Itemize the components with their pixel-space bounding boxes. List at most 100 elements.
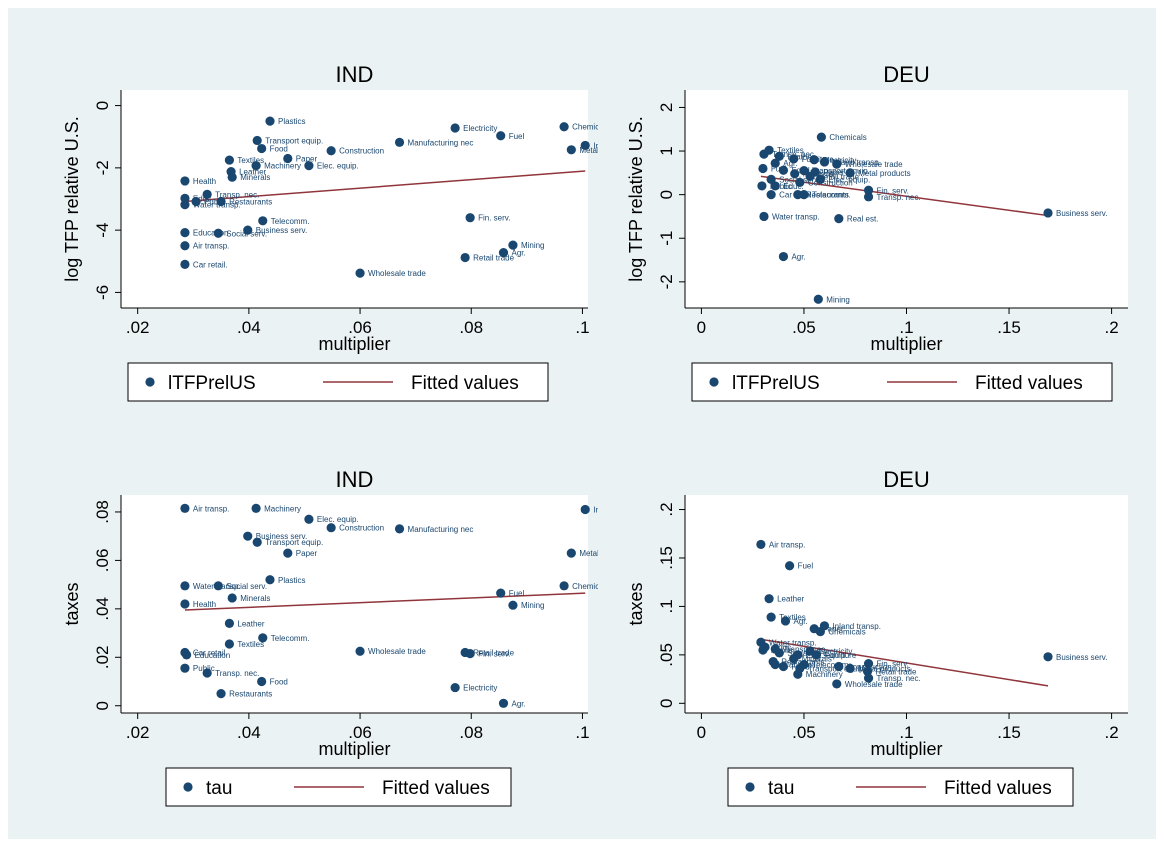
point-label: Restaurants xyxy=(229,197,272,206)
point-label: Textiles xyxy=(779,613,806,622)
point-label: Paper xyxy=(823,168,845,177)
data-point xyxy=(805,171,815,181)
point-label: Elec. equip. xyxy=(828,175,870,184)
legend-label-fit: Fitted values xyxy=(944,778,1052,799)
point-label: Fuel xyxy=(798,562,814,571)
point-label: Textiles xyxy=(777,146,804,155)
data-point xyxy=(863,658,874,669)
point-label: Restaurants xyxy=(229,690,272,699)
legend-marker-icon xyxy=(183,782,193,792)
point-label: Chemicals xyxy=(572,582,609,591)
legend: lTFPrelUS Fitted values xyxy=(691,362,1113,402)
x-tick-label: .04 xyxy=(237,318,261,337)
x-tick-label: 0 xyxy=(697,318,706,337)
x-tick-label: .02 xyxy=(126,318,150,337)
data-point xyxy=(778,251,789,262)
data-point xyxy=(265,575,275,585)
point-label: Fuel xyxy=(771,164,787,173)
data-point xyxy=(243,531,253,541)
data-point xyxy=(202,189,212,199)
point-label: Metal products xyxy=(858,664,910,673)
point-label: Leather xyxy=(787,152,814,161)
data-point xyxy=(460,252,470,263)
point-label: Wholesale trade xyxy=(368,647,426,656)
data-point xyxy=(845,168,855,178)
point-label: Elec. equip. xyxy=(317,162,359,171)
point-label: Restaurants xyxy=(806,191,849,200)
data-point xyxy=(465,649,475,659)
x-tick-label: .06 xyxy=(348,723,372,742)
data-point xyxy=(182,650,192,660)
data-point xyxy=(834,661,844,672)
point-label: Inland transp. xyxy=(832,622,880,631)
data-point xyxy=(251,503,261,513)
y-axis-label: log TFP relative U.S. xyxy=(626,116,646,281)
y-tick-label: -6 xyxy=(93,285,112,300)
point-label: Car retail. xyxy=(193,260,228,269)
data-point xyxy=(394,137,405,147)
data-point xyxy=(355,646,365,656)
data-point xyxy=(799,166,809,176)
chart-panel-2: DEU 0 .05 .1 .15 .2 multiplier -2 -1 0 1 2 log TFP r… xyxy=(626,62,1128,402)
data-point xyxy=(813,294,823,304)
point-label: Air transp. xyxy=(769,540,805,549)
point-label: Education xyxy=(195,651,231,660)
plot-area xyxy=(685,90,1128,308)
data-point xyxy=(251,161,261,171)
data-point xyxy=(180,503,190,513)
point-label: Plastics xyxy=(278,117,306,126)
data-point xyxy=(815,627,825,637)
point-label: Electricity xyxy=(463,684,497,693)
legend-label-series: lTFPrelUS xyxy=(168,373,256,394)
x-tick-label: .1 xyxy=(899,318,913,337)
data-point xyxy=(180,581,190,591)
data-point xyxy=(1043,208,1053,218)
point-label: Furniture xyxy=(824,651,857,660)
data-point xyxy=(450,123,460,133)
y-tick-label: 2 xyxy=(657,103,676,112)
y-tick-label: .06 xyxy=(93,549,112,573)
figure-background: IND .02.04.06.08.1 multiplier -6 -4 -2 0 log TF… xyxy=(8,8,1156,839)
x-axis-label: multiplier xyxy=(870,334,942,354)
data-point xyxy=(789,654,799,664)
y-tick-label: -1 xyxy=(657,231,676,246)
chart-panel-4: DEU 0 .05 .1 .15 .2 multiplier 0 .05 .1 .15 .2 taxes… xyxy=(626,467,1128,807)
point-label: Fuel xyxy=(509,589,525,598)
x-tick-label: .2 xyxy=(1104,723,1118,742)
data-point xyxy=(224,155,235,165)
y-tick-label: 0 xyxy=(657,190,676,199)
data-point xyxy=(258,633,268,643)
data-point xyxy=(764,594,774,604)
data-point xyxy=(832,159,842,169)
x-tick-label: .1 xyxy=(899,723,913,742)
legend: tau Fitted values xyxy=(727,767,1074,807)
y-tick-label: -2 xyxy=(93,160,112,175)
data-point xyxy=(770,158,780,168)
data-point xyxy=(789,154,799,164)
point-label: Inland t xyxy=(593,141,620,150)
data-point xyxy=(180,663,190,673)
point-label: Wholesale trade xyxy=(368,269,426,278)
data-point xyxy=(832,679,842,689)
y-axis-label: taxes xyxy=(626,582,646,625)
point-label: Manufacturing nec xyxy=(408,525,474,534)
data-point xyxy=(863,192,874,202)
data-point xyxy=(780,616,791,626)
data-point xyxy=(326,523,336,533)
point-label: Mining xyxy=(521,241,545,250)
data-point xyxy=(863,673,874,683)
data-point xyxy=(774,151,784,161)
fitted-line xyxy=(760,175,1049,217)
point-label: Food xyxy=(270,145,288,154)
data-point xyxy=(180,259,190,269)
data-point xyxy=(774,648,784,658)
point-label: Machinery xyxy=(806,670,843,679)
chart-title: DEU xyxy=(883,62,929,87)
y-tick-label: .15 xyxy=(657,546,676,570)
point-label: Paper xyxy=(296,549,318,558)
point-label: Electricity xyxy=(822,156,856,165)
data-point xyxy=(815,174,825,184)
point-label: Agr. xyxy=(511,699,525,708)
y-axis-label: taxes xyxy=(62,582,82,625)
